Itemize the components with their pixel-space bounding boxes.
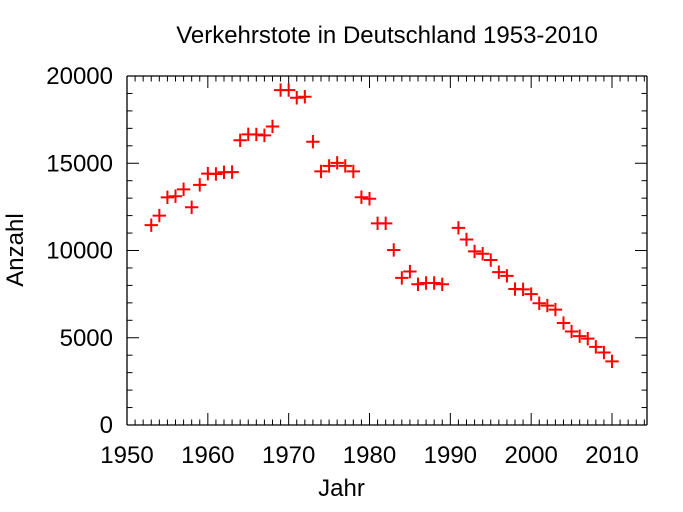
svg-text:5000: 5000	[60, 325, 113, 352]
svg-text:1950: 1950	[100, 442, 153, 469]
svg-text:2000: 2000	[504, 442, 557, 469]
svg-text:1960: 1960	[181, 442, 234, 469]
svg-text:1990: 1990	[424, 442, 477, 469]
svg-text:2010: 2010	[585, 442, 638, 469]
svg-text:15000: 15000	[46, 150, 113, 177]
svg-text:0: 0	[100, 412, 113, 439]
svg-text:1980: 1980	[343, 442, 396, 469]
svg-text:20000: 20000	[46, 63, 113, 90]
svg-text:1970: 1970	[262, 442, 315, 469]
svg-text:10000: 10000	[46, 238, 113, 265]
